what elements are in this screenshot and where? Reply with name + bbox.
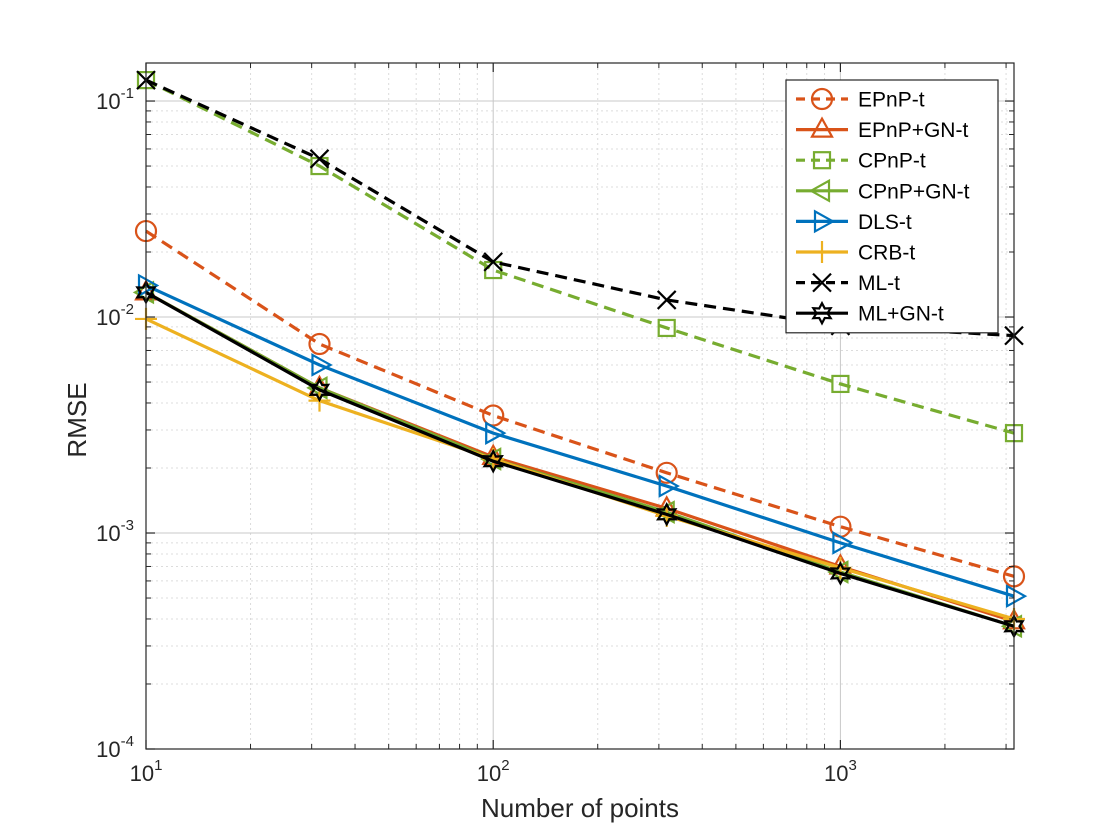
legend-entry-CPnP+GN-t: CPnP+GN-t <box>796 178 970 203</box>
legend-entry-EPnP-t: EPnP-t <box>796 87 925 112</box>
series-DLS-t <box>137 273 1028 609</box>
minor-grid <box>146 63 1014 749</box>
x-tick-labels: 101 102 103 <box>130 757 857 786</box>
legend-label: ML-t <box>858 272 900 295</box>
data-point-ML+GN-t <box>829 561 852 586</box>
legend-entry-DLS-t: DLS-t <box>796 209 912 234</box>
ticks <box>145 63 1014 750</box>
series-ML+GN-t <box>135 280 1025 639</box>
data-point-CPnP-t <box>657 318 676 338</box>
legend-label: CPnP+GN-t <box>858 180 970 203</box>
legend-marker <box>811 300 833 326</box>
series-line-DLS-t <box>145 284 1015 598</box>
data-point-ML+GN-t <box>482 448 504 474</box>
y-tick-label: 10-2 <box>96 301 134 330</box>
data-point-DLS-t <box>1005 584 1028 609</box>
legend-label: DLS-t <box>858 211 912 234</box>
data-point-ML+GN-t <box>655 501 678 527</box>
legend-label: EPnP-t <box>858 89 925 112</box>
legend-entry-CRB-t: CRB-t <box>796 241 915 265</box>
legend-marker <box>813 209 836 234</box>
legend-marker <box>810 87 834 111</box>
data-point-ML-t <box>309 149 330 169</box>
series-line-CPnP-t <box>145 78 1015 435</box>
y-tick-label: 10-3 <box>96 517 134 546</box>
data-point-EPnP-t <box>655 461 678 484</box>
legend-label: EPnP+GN-t <box>858 119 968 142</box>
y-tick-label: 10-4 <box>96 733 134 762</box>
legend-entry-ML-t: ML-t <box>796 272 900 295</box>
legend: EPnP-t EPnP+GN-t CPnP-t CPnP+GN-t DLS-t CRB-t… <box>785 79 999 334</box>
data-point-DLS-t <box>832 531 854 555</box>
plot-frame <box>145 62 1015 750</box>
y-tick-labels: 10-4 10-3 10-2 10-1 <box>96 85 134 762</box>
series-line-EPnP-t <box>145 229 1015 578</box>
legend-label: CRB-t <box>858 242 915 265</box>
legend-label: ML+GN-t <box>858 303 944 326</box>
data-point-CPnP-t <box>831 374 850 394</box>
legend-box <box>785 79 999 334</box>
x-tick-label: 102 <box>477 757 510 786</box>
series-layer <box>132 70 1028 639</box>
data-point-DLS-t <box>311 353 333 377</box>
legend-entry-CPnP-t: CPnP-t <box>796 150 926 173</box>
legend-marker <box>808 178 831 203</box>
legend-marker <box>812 151 832 170</box>
legend-marker <box>811 241 833 263</box>
legend-label: CPnP-t <box>858 150 926 173</box>
legend-marker <box>812 272 832 293</box>
data-point-EPnP-t <box>482 404 505 427</box>
data-point-ML-t <box>656 290 677 310</box>
data-point-DLS-t <box>485 421 507 446</box>
data-point-EPnP-t <box>308 332 331 356</box>
legend-entry-ML+GN-t: ML+GN-t <box>796 300 944 326</box>
data-point-DLS-t <box>658 474 680 498</box>
x-tick-label: 103 <box>824 757 857 786</box>
series-line-ML-t <box>145 78 1015 338</box>
series-line-ML+GN-t <box>145 291 1015 628</box>
series-EPnP-t <box>134 219 1026 588</box>
x-tick-label: 101 <box>130 757 163 786</box>
data-point-ML+GN-t <box>308 377 331 403</box>
legend-marker <box>810 116 834 138</box>
y-axis-title: RMSE <box>62 382 92 457</box>
legend-entry-EPnP+GN-t: EPnP+GN-t <box>796 116 968 142</box>
data-point-DLS-t <box>137 273 160 298</box>
y-tick-label: 10-1 <box>96 85 134 114</box>
x-axis-title: Number of points <box>481 793 679 823</box>
data-point-ML-t <box>483 252 503 272</box>
